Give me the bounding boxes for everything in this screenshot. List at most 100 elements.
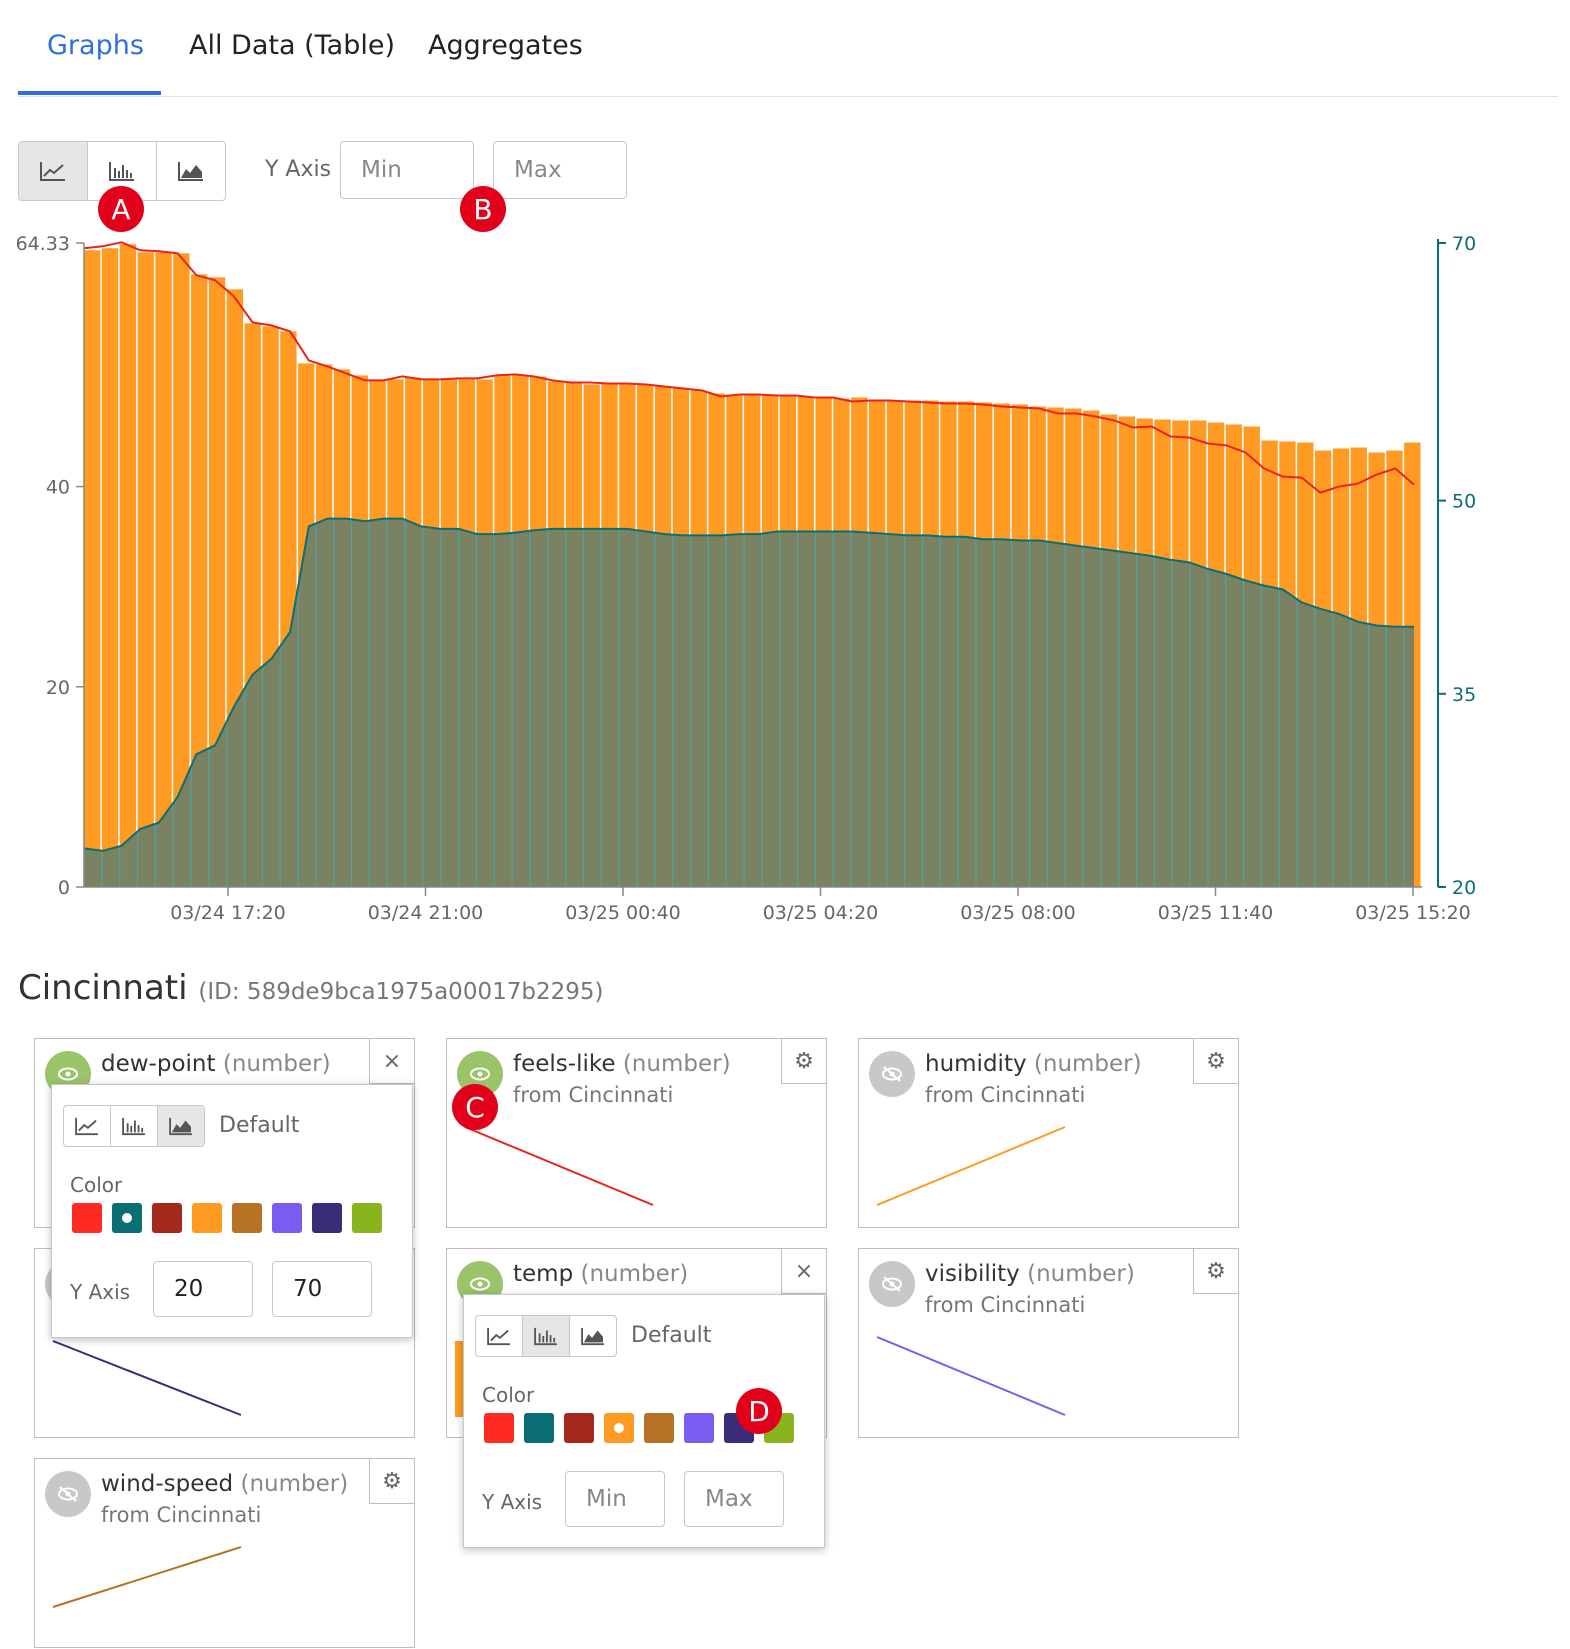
close-icon[interactable]: × [781, 1249, 826, 1294]
x-tick-label: 03/25 04:20 [763, 902, 879, 924]
color-swatch[interactable] [112, 1203, 142, 1233]
color-swatch[interactable] [604, 1413, 634, 1443]
bar [84, 250, 101, 888]
popup-y-max-input[interactable]: 70 [272, 1261, 372, 1317]
series-name: wind-speed (number) [101, 1471, 349, 1497]
x-tick-label: 03/24 21:00 [368, 902, 484, 924]
series-source: from Cincinnati [925, 1293, 1086, 1317]
color-swatch[interactable] [72, 1203, 102, 1233]
series-name: feels-like (number) [513, 1051, 731, 1077]
hidden-eye-icon[interactable] [869, 1051, 915, 1097]
color-swatch[interactable] [312, 1203, 342, 1233]
line-chart-button[interactable] [19, 142, 88, 200]
hidden-eye-icon[interactable] [45, 1471, 91, 1517]
annotation-marker-d: D [736, 1388, 782, 1434]
tab-graphs[interactable]: Graphs [47, 30, 144, 61]
bar [155, 252, 172, 887]
card-sparkline [876, 1336, 1066, 1416]
line-chart-button[interactable] [64, 1106, 111, 1146]
line-chart-button[interactable] [476, 1316, 523, 1356]
line-chart-icon [75, 1117, 98, 1136]
popup-y-axis-label: Y Axis [70, 1280, 131, 1304]
popup-y-min-input[interactable]: Min [565, 1471, 665, 1527]
color-swatch[interactable] [152, 1203, 182, 1233]
popup-y-min-input[interactable]: 20 [153, 1261, 253, 1317]
popup-chart-type-toggle [475, 1315, 617, 1357]
dew-point-line [83, 517, 1414, 852]
chart-type-toggle [18, 141, 226, 201]
color-label: Color [482, 1383, 535, 1407]
area-chart-icon [581, 1327, 604, 1346]
card-spark-bar [455, 1341, 465, 1417]
device-id: (ID: 589de9bca1975a00017b2295) [198, 979, 604, 1005]
tab-aggregates[interactable]: Aggregates [428, 30, 583, 61]
series-name: humidity (number) [925, 1051, 1142, 1077]
color-swatch[interactable] [484, 1413, 514, 1443]
area-chart-icon [169, 1117, 192, 1136]
color-swatch[interactable] [272, 1203, 302, 1233]
card-sparkline [876, 1126, 1066, 1206]
selected-dot [614, 1423, 624, 1433]
area-chart-icon [178, 162, 203, 181]
bar [191, 274, 208, 887]
series-card-humidity[interactable]: humidity (number) from Cincinnati ⚙ [858, 1038, 1239, 1228]
gear-icon[interactable]: ⚙ [1193, 1039, 1238, 1084]
bar [173, 253, 190, 887]
series-card-feels-like[interactable]: feels-like (number) from Cincinnati ⚙ [446, 1038, 827, 1228]
close-icon[interactable]: × [369, 1039, 414, 1084]
series-card-visibility[interactable]: visibility (number) from Cincinnati ⚙ [858, 1248, 1239, 1438]
popup-y-max-input[interactable]: Max [684, 1471, 784, 1527]
bar [101, 248, 119, 887]
y-axis-max-input[interactable]: Max [493, 141, 627, 199]
tab-all-data[interactable]: All Data (Table) [189, 30, 395, 61]
color-swatch[interactable] [524, 1413, 554, 1443]
right-tick-label: 70 [1452, 233, 1476, 255]
annotation-marker-b: B [460, 186, 506, 232]
color-swatch[interactable] [232, 1203, 262, 1233]
series-source: from Cincinnati [513, 1083, 674, 1107]
series-source: from Cincinnati [101, 1503, 262, 1527]
gear-icon[interactable]: ⚙ [369, 1459, 414, 1504]
bar-chart-icon [109, 162, 134, 181]
color-swatch[interactable] [192, 1203, 222, 1233]
color-swatch[interactable] [564, 1413, 594, 1443]
right-tick-label: 20 [1452, 877, 1476, 899]
dew-point-area [84, 518, 1414, 887]
left-tick-label: 0 [58, 877, 70, 899]
left-tick-label: 64.33 [16, 233, 70, 255]
color-swatch[interactable] [644, 1413, 674, 1443]
right-tick-label: 35 [1452, 684, 1476, 706]
area-chart-button[interactable] [157, 142, 225, 200]
right-tick-label: 50 [1452, 491, 1476, 513]
y-axis-min-input[interactable]: Min [340, 141, 474, 199]
line-chart-icon [487, 1327, 510, 1346]
bar-chart-button[interactable] [111, 1106, 158, 1146]
gear-icon[interactable]: ⚙ [781, 1039, 826, 1084]
area-chart-button[interactable] [158, 1106, 204, 1146]
tab-bar: Graphs All Data (Table) Aggregates [18, 0, 1558, 97]
default-label: Default [219, 1113, 300, 1138]
color-swatch[interactable] [684, 1413, 714, 1443]
series-card-wind-speed[interactable]: wind-speed (number) from Cincinnati ⚙ [34, 1458, 415, 1648]
bar-chart-button[interactable] [88, 142, 157, 200]
x-tick-label: 03/25 11:40 [1158, 902, 1274, 924]
gear-icon[interactable]: ⚙ [1193, 1249, 1238, 1294]
hidden-eye-icon[interactable] [869, 1261, 915, 1307]
area-hatch [83, 518, 1405, 887]
default-label: Default [631, 1323, 712, 1348]
x-tick-label: 03/25 08:00 [960, 902, 1076, 924]
popup-y-axis-label: Y Axis [482, 1490, 543, 1514]
temp-line [83, 241, 1415, 494]
active-tab-indicator [18, 91, 161, 95]
area-chart-button[interactable] [570, 1316, 616, 1356]
bar-chart-icon [122, 1117, 145, 1136]
series-source: from Cincinnati [925, 1083, 1086, 1107]
selected-dot [122, 1213, 132, 1223]
bar [119, 244, 137, 888]
bar-chart-button[interactable] [523, 1316, 570, 1356]
color-swatch[interactable] [352, 1203, 382, 1233]
main-chart: 0 20 40 64.33 20 35 50 70 03/24 17:20 03/24 21:00… [16, 233, 1477, 924]
x-tick-label: 03/25 15:20 [1355, 902, 1471, 924]
series-name: visibility (number) [925, 1261, 1135, 1287]
x-tick-label: 03/25 00:40 [565, 902, 681, 924]
